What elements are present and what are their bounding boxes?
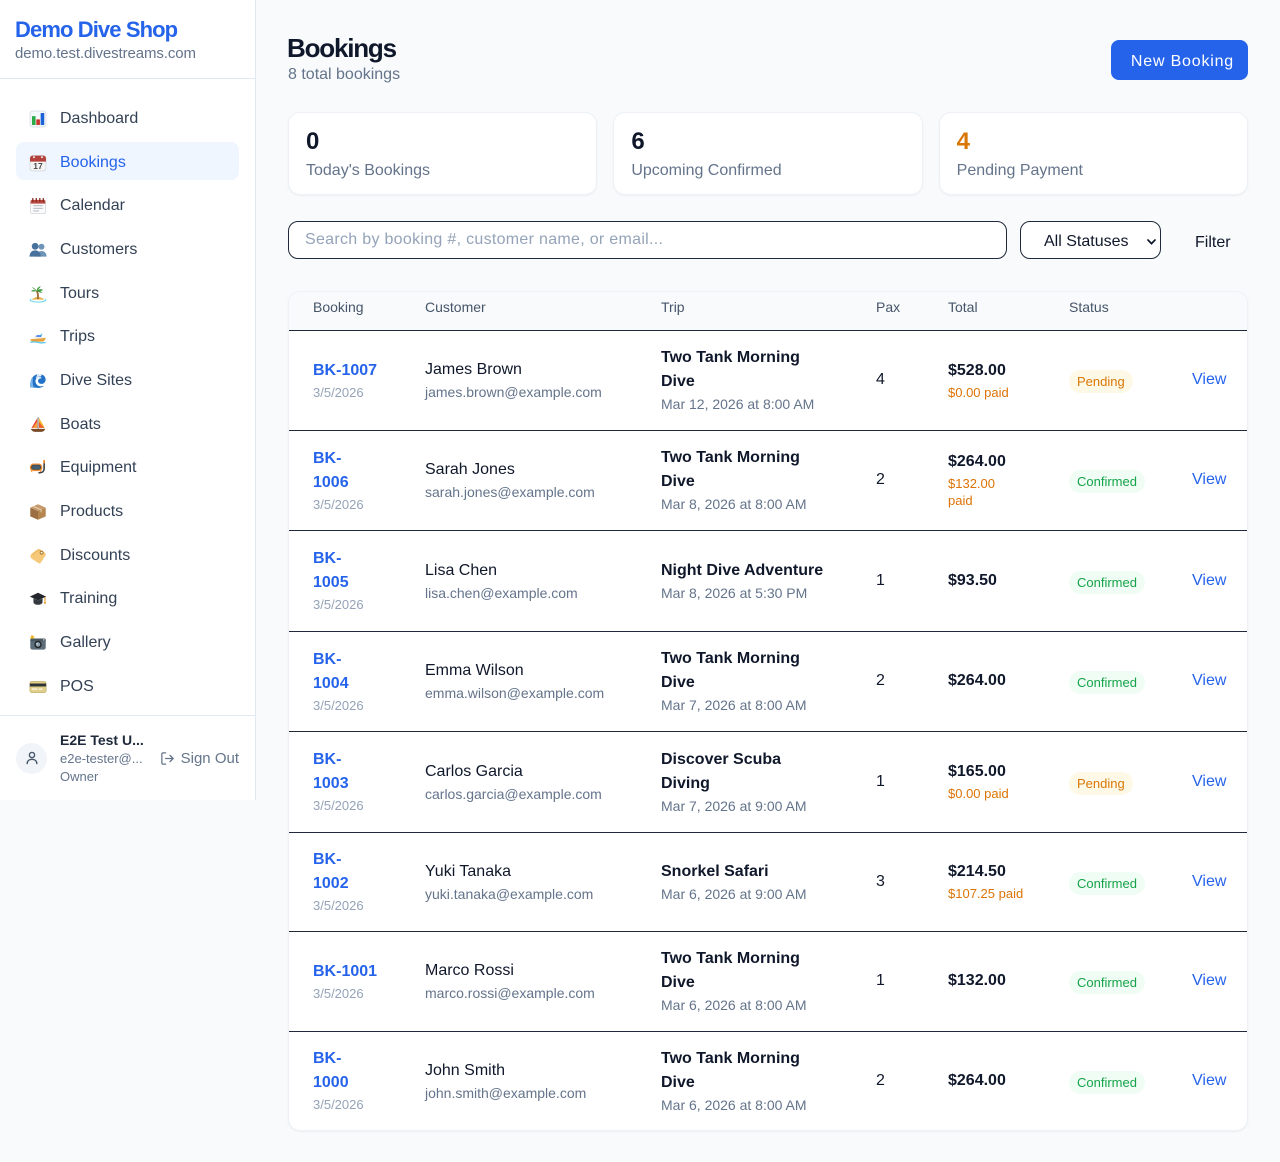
svg-text:17: 17 (33, 161, 43, 171)
